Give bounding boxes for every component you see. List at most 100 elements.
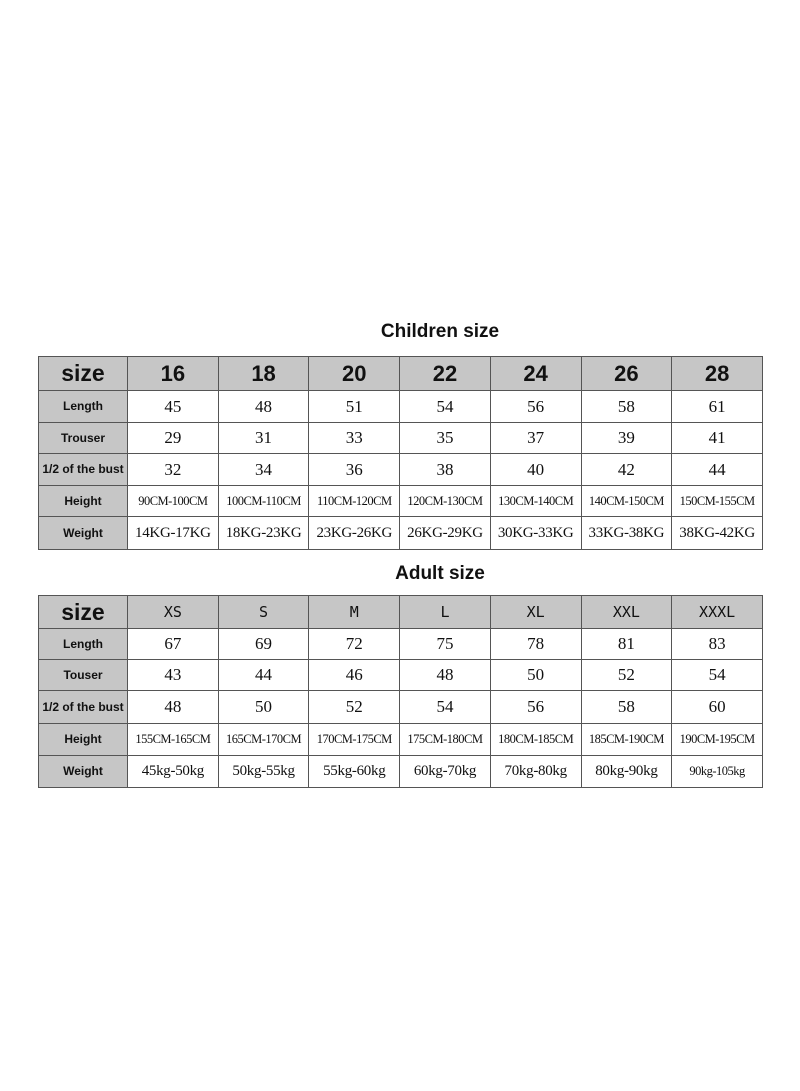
table-cell: XXL	[580, 595, 673, 629]
table-cell: 50	[217, 690, 310, 724]
table-row: Height 90CM-100CM 100CM-110CM 110CM-120CM 12…	[38, 485, 763, 517]
table-cell: 170CM-175CM	[308, 723, 401, 756]
table-cell: 175CM-180CM	[399, 723, 491, 756]
table-cell: 90kg-105kg	[671, 755, 763, 788]
table-cell: 32	[127, 453, 219, 486]
table-cell: 165CM-170CM	[217, 723, 310, 756]
table-cell: 185CM-190CM	[580, 723, 673, 756]
table-cell: 52	[580, 659, 673, 691]
table-cell: 78	[489, 628, 582, 660]
table-cell: 22	[399, 356, 491, 391]
table-cell: 14KG-17KG	[127, 516, 219, 550]
table-row: Length 67 69 72 75 78 81 83	[38, 628, 763, 660]
table-cell: 130CM-140CM	[489, 485, 582, 517]
table-cell: 24	[489, 356, 582, 391]
table-cell: 48	[127, 690, 219, 724]
table-title: Adult size	[395, 563, 485, 584]
table-cell: 58	[580, 390, 673, 423]
table-cell: 61	[671, 390, 763, 423]
table-cell: 56	[489, 690, 582, 724]
table-cell: 150CM-155CM	[671, 485, 763, 517]
table-cell: 35	[399, 422, 491, 454]
table-cell: 69	[217, 628, 310, 660]
table-cell: M	[308, 595, 401, 629]
row-label: Weight	[38, 516, 128, 550]
table-cell: 60kg-70kg	[399, 755, 491, 788]
row-label: Touser	[38, 659, 128, 691]
size-table: size XS S M L XL XXL XXXL Length 67 69 72 75 78 81 83 To…	[38, 595, 763, 788]
table-cell: 81	[580, 628, 673, 660]
row-label: Trouser	[38, 422, 128, 454]
table-cell: XS	[127, 595, 219, 629]
table-cell: 18KG-23KG	[217, 516, 310, 550]
size-table: size 16 18 20 22 24 26 28 Length 45 48 51 54 56 58 61 Tr…	[38, 356, 763, 550]
table-cell: 44	[671, 453, 763, 486]
table-cell: 100CM-110CM	[217, 485, 310, 517]
table-row: size XS S M L XL XXL XXXL	[38, 595, 763, 629]
table-cell: 48	[399, 659, 491, 691]
table-cell: 29	[127, 422, 219, 454]
table-cell: 50kg-55kg	[217, 755, 310, 788]
table-cell: 48	[217, 390, 310, 423]
row-label: Length	[38, 390, 128, 423]
table-cell: 54	[399, 390, 491, 423]
table-cell: 39	[580, 422, 673, 454]
table-cell: S	[217, 595, 310, 629]
table-cell: 55kg-60kg	[308, 755, 401, 788]
table-row: Touser 43 44 46 48 50 52 54	[38, 659, 763, 691]
row-label: size	[38, 356, 128, 391]
table-row: Trouser 29 31 33 35 37 39 41	[38, 422, 763, 454]
table-cell: 52	[308, 690, 401, 724]
table-cell: 16	[127, 356, 219, 391]
table-cell: 43	[127, 659, 219, 691]
table-cell: 38KG-42KG	[671, 516, 763, 550]
table-cell: 46	[308, 659, 401, 691]
table-cell: 36	[308, 453, 401, 486]
table-cell: 80kg-90kg	[580, 755, 673, 788]
row-label: Weight	[38, 755, 128, 788]
table-cell: 30KG-33KG	[489, 516, 582, 550]
table-cell: XL	[489, 595, 582, 629]
table-cell: 45	[127, 390, 219, 423]
table-cell: 110CM-120CM	[308, 485, 401, 517]
table-cell: 140CM-150CM	[580, 485, 673, 517]
table-cell: 42	[580, 453, 673, 486]
table-cell: 60	[671, 690, 763, 724]
table-cell: 180CM-185CM	[489, 723, 582, 756]
table-row: Weight 14KG-17KG 18KG-23KG 23KG-26KG 26KG-29…	[38, 516, 763, 550]
table-cell: 20	[308, 356, 401, 391]
table-cell: 72	[308, 628, 401, 660]
table-cell: 83	[671, 628, 763, 660]
table-cell: 155CM-165CM	[127, 723, 219, 756]
table-row: Weight 45kg-50kg 50kg-55kg 55kg-60kg 60kg-70…	[38, 755, 763, 788]
table-cell: 67	[127, 628, 219, 660]
row-label: 1/2 of the bust	[38, 453, 128, 486]
table-row: Height 155CM-165CM 165CM-170CM 170CM-175CM 1…	[38, 723, 763, 756]
row-label: Height	[38, 485, 128, 517]
row-label: Length	[38, 628, 128, 660]
table-cell: 33KG-38KG	[580, 516, 673, 550]
table-row: 1/2 of the bust 48 50 52 54 56 58 60	[38, 690, 763, 724]
table-cell: 54	[399, 690, 491, 724]
table-cell: 51	[308, 390, 401, 423]
table-cell: 90CM-100CM	[127, 485, 219, 517]
table-cell: 41	[671, 422, 763, 454]
table-cell: XXXL	[671, 595, 763, 629]
table-cell: 28	[671, 356, 763, 391]
table-row: 1/2 of the bust 32 34 36 38 40 42 44	[38, 453, 763, 486]
table-cell: 38	[399, 453, 491, 486]
table-cell: 45kg-50kg	[127, 755, 219, 788]
table-cell: 70kg-80kg	[489, 755, 582, 788]
table-cell: 58	[580, 690, 673, 724]
table-cell: 40	[489, 453, 582, 486]
table-cell: 26KG-29KG	[399, 516, 491, 550]
table-row: size 16 18 20 22 24 26 28	[38, 356, 763, 391]
table-cell: 33	[308, 422, 401, 454]
row-label: Height	[38, 723, 128, 756]
table-cell: 120CM-130CM	[399, 485, 491, 517]
row-label: size	[38, 595, 128, 629]
table-cell: 26	[580, 356, 673, 391]
table-cell: 37	[489, 422, 582, 454]
table-cell: 56	[489, 390, 582, 423]
